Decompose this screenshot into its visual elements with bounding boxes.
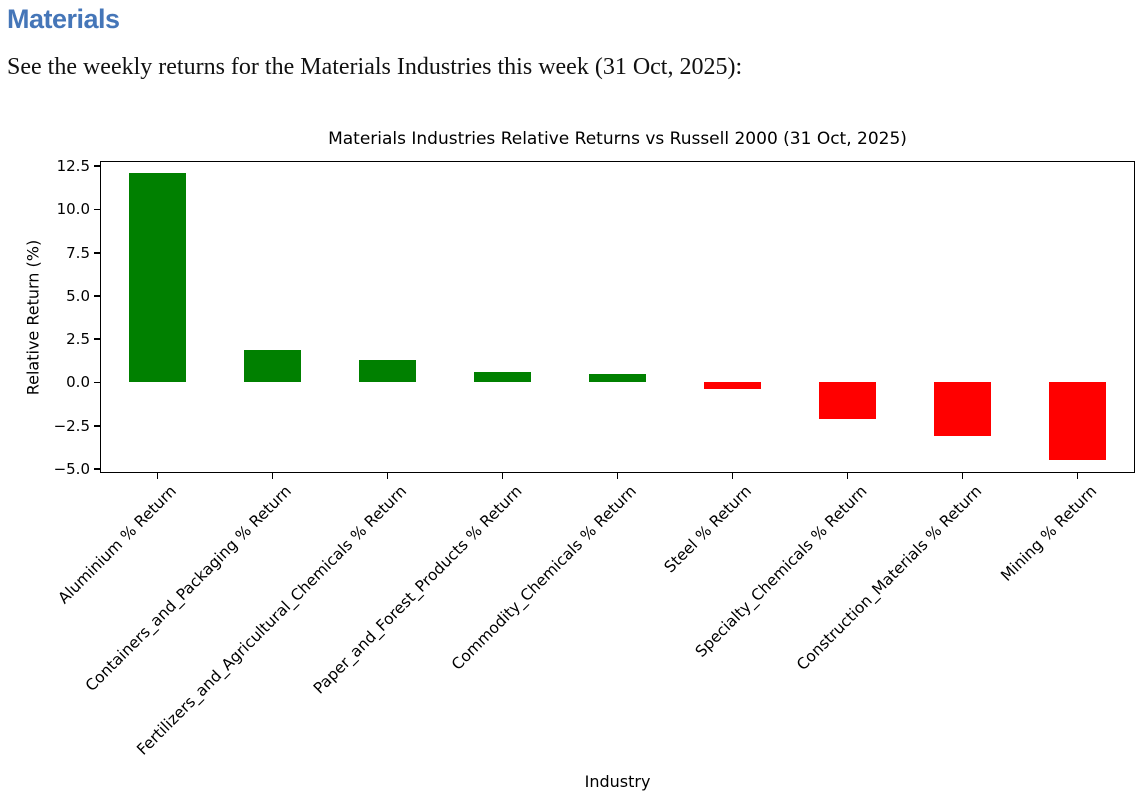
y-tick-mark (94, 165, 100, 167)
x-tick-mark (156, 473, 159, 479)
x-tick-label: Construction_Materials % Return (793, 482, 986, 674)
y-tick-mark (94, 424, 100, 427)
bar-negative (818, 382, 877, 419)
x-axis-label: Industry (584, 772, 651, 791)
y-tick-mark (94, 338, 100, 341)
chart-title: Materials Industries Relative Returns vs… (328, 129, 907, 149)
y-tick-label: 12.5 (56, 157, 90, 176)
bar-negative (703, 382, 762, 390)
x-tick-mark (271, 473, 274, 479)
x-tick-mark (731, 473, 734, 479)
bar-positive (473, 372, 532, 383)
bar-positive (243, 349, 302, 383)
x-tick-mark (961, 473, 964, 479)
bar-negative (933, 382, 992, 437)
x-tick-label: Commodity_Chemicals % Return (448, 482, 641, 674)
y-tick-mark (94, 295, 100, 297)
x-tick-mark (501, 473, 504, 479)
x-tick-mark (386, 473, 389, 479)
x-tick-label: Paper_and_Forest_Products % Return (309, 482, 526, 698)
x-tick-label: Containers_and_Packaging % Return (82, 482, 296, 695)
y-tick-label: 0.0 (66, 373, 90, 392)
x-tick-label: Mining % Return (997, 482, 1101, 585)
y-tick-label: 10.0 (56, 200, 90, 219)
y-tick-label: 5.0 (66, 286, 90, 305)
x-tick-label: Aluminium % Return (54, 482, 181, 608)
y-tick-label: 7.5 (66, 243, 90, 262)
x-tick-mark (1076, 473, 1079, 479)
y-tick-mark (94, 468, 100, 470)
subtitle-text: See the weekly returns for the Materials… (7, 54, 743, 80)
y-tick-label: 2.5 (66, 330, 90, 349)
y-tick-label: −2.5 (53, 416, 90, 435)
x-tick-mark (616, 473, 619, 479)
bar-positive (128, 173, 187, 383)
y-tick-mark (94, 251, 100, 254)
y-tick-label: −5.0 (53, 460, 90, 479)
bar-positive (588, 373, 647, 383)
page-title: Materials (7, 4, 120, 34)
bar-positive (358, 360, 417, 383)
x-tick-mark (846, 473, 849, 479)
x-tick-label: Fertilizers_and_Agricultural_Chemicals %… (133, 482, 411, 759)
x-tick-label: Steel % Return (660, 482, 756, 577)
y-tick-mark (94, 381, 100, 384)
bar-negative (1048, 382, 1107, 461)
y-tick-mark (94, 208, 100, 211)
